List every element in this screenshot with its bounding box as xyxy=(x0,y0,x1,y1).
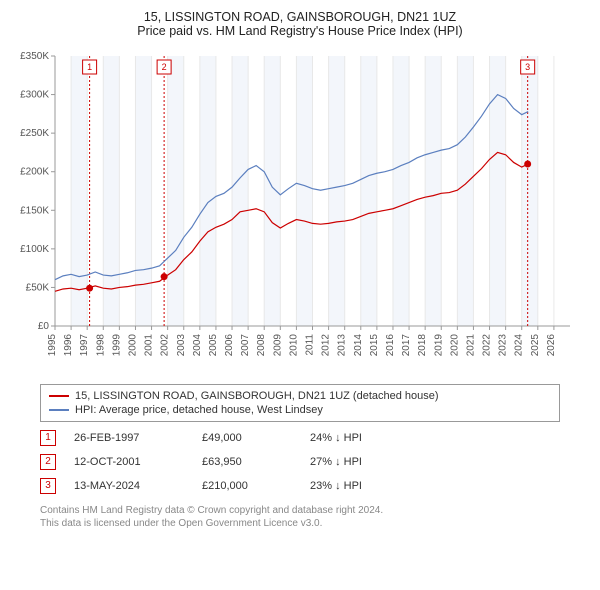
svg-text:2014: 2014 xyxy=(353,334,364,357)
svg-text:1997: 1997 xyxy=(79,334,90,357)
sale-diff: 23% ↓ HPI xyxy=(310,480,560,492)
svg-text:2023: 2023 xyxy=(498,334,509,357)
svg-text:£300K: £300K xyxy=(20,90,49,101)
svg-text:£50K: £50K xyxy=(26,282,50,293)
sale-diff: 24% ↓ HPI xyxy=(310,432,560,444)
sale-marker-icon: 2 xyxy=(40,454,56,470)
sale-marker-icon: 1 xyxy=(40,430,56,446)
legend-label: HPI: Average price, detached house, West… xyxy=(75,404,323,416)
svg-text:1999: 1999 xyxy=(111,334,122,357)
legend-item: HPI: Average price, detached house, West… xyxy=(49,403,551,417)
svg-text:£0: £0 xyxy=(38,321,50,332)
svg-text:2009: 2009 xyxy=(272,334,283,357)
chart-container: £0 £50K £100K £150K £200K £250K £300K £350K 1995… xyxy=(10,46,590,376)
svg-text:2012: 2012 xyxy=(321,334,332,357)
footer-line-1: Contains HM Land Registry data © Crown c… xyxy=(40,504,560,517)
svg-text:2024: 2024 xyxy=(514,334,525,357)
svg-text:2020: 2020 xyxy=(449,334,460,357)
sale-date: 12-OCT-2001 xyxy=(74,456,184,468)
svg-text:1998: 1998 xyxy=(95,334,106,357)
svg-text:2007: 2007 xyxy=(240,334,251,357)
svg-text:£200K: £200K xyxy=(20,167,49,178)
sale-price: £63,950 xyxy=(202,456,292,468)
svg-text:2026: 2026 xyxy=(546,334,557,357)
footer-line-2: This data is licensed under the Open Gov… xyxy=(40,517,560,530)
legend-swatch xyxy=(49,395,69,397)
svg-text:1996: 1996 xyxy=(63,334,74,357)
sale-row: 3 13-MAY-2024 £210,000 23% ↓ HPI xyxy=(40,474,560,498)
svg-text:2025: 2025 xyxy=(530,334,541,357)
sale-row: 1 26-FEB-1997 £49,000 24% ↓ HPI xyxy=(40,426,560,450)
sale-row: 2 12-OCT-2001 £63,950 27% ↓ HPI xyxy=(40,450,560,474)
sale-price: £49,000 xyxy=(202,432,292,444)
footer-note: Contains HM Land Registry data © Crown c… xyxy=(40,504,560,530)
svg-text:2017: 2017 xyxy=(401,334,412,357)
svg-text:2008: 2008 xyxy=(256,334,267,357)
svg-text:2022: 2022 xyxy=(482,334,493,357)
svg-text:2019: 2019 xyxy=(433,334,444,357)
svg-text:1995: 1995 xyxy=(47,334,58,357)
svg-text:2002: 2002 xyxy=(160,334,171,357)
svg-text:2001: 2001 xyxy=(144,334,155,357)
svg-text:2013: 2013 xyxy=(337,334,348,357)
sale-date: 13-MAY-2024 xyxy=(74,480,184,492)
svg-text:2011: 2011 xyxy=(305,334,316,356)
svg-text:2005: 2005 xyxy=(208,334,219,357)
legend: 15, LISSINGTON ROAD, GAINSBOROUGH, DN21 … xyxy=(40,384,560,422)
svg-text:£350K: £350K xyxy=(20,51,49,62)
svg-text:2004: 2004 xyxy=(192,334,203,357)
chart-title-area: 15, LISSINGTON ROAD, GAINSBOROUGH, DN21 … xyxy=(10,10,590,38)
svg-text:2015: 2015 xyxy=(369,334,380,357)
legend-label: 15, LISSINGTON ROAD, GAINSBOROUGH, DN21 … xyxy=(75,390,439,402)
svg-text:2021: 2021 xyxy=(465,334,476,357)
legend-swatch xyxy=(49,409,69,411)
title-line-1: 15, LISSINGTON ROAD, GAINSBOROUGH, DN21 … xyxy=(10,10,590,24)
svg-text:2000: 2000 xyxy=(127,334,138,357)
sale-price: £210,000 xyxy=(202,480,292,492)
svg-text:3: 3 xyxy=(525,62,530,72)
price-chart: £0 £50K £100K £150K £200K £250K £300K £350K 1995… xyxy=(10,46,580,376)
svg-text:£100K: £100K xyxy=(20,244,49,255)
sale-marker-icon: 3 xyxy=(40,478,56,494)
svg-text:£150K: £150K xyxy=(20,205,49,216)
title-line-2: Price paid vs. HM Land Registry's House … xyxy=(10,24,590,38)
sales-table: 1 26-FEB-1997 £49,000 24% ↓ HPI 2 12-OCT… xyxy=(40,426,560,498)
svg-text:2003: 2003 xyxy=(176,334,187,357)
sale-date: 26-FEB-1997 xyxy=(74,432,184,444)
svg-text:2010: 2010 xyxy=(288,334,299,357)
sale-diff: 27% ↓ HPI xyxy=(310,456,560,468)
svg-text:2006: 2006 xyxy=(224,334,235,357)
svg-text:2: 2 xyxy=(162,62,167,72)
svg-text:£250K: £250K xyxy=(20,128,49,139)
legend-item: 15, LISSINGTON ROAD, GAINSBOROUGH, DN21 … xyxy=(49,389,551,403)
svg-text:1: 1 xyxy=(87,62,92,72)
svg-text:2018: 2018 xyxy=(417,334,428,357)
svg-text:2016: 2016 xyxy=(385,334,396,357)
